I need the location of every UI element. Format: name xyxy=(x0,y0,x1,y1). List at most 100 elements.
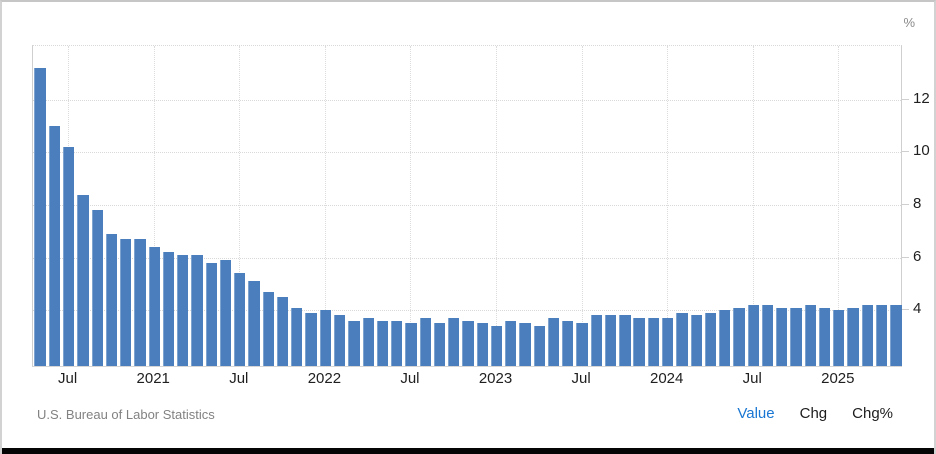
x-axis-tick-label: 2025 xyxy=(821,370,855,387)
bar[interactable] xyxy=(690,315,702,366)
y-axis-tick xyxy=(902,309,909,311)
bar[interactable] xyxy=(219,260,232,366)
bar[interactable] xyxy=(148,247,160,366)
gridline-horizontal xyxy=(33,99,901,101)
bar[interactable] xyxy=(419,318,431,366)
gridline-vertical xyxy=(153,46,155,366)
bar[interactable] xyxy=(376,320,389,366)
bar[interactable] xyxy=(362,318,374,366)
bar[interactable] xyxy=(875,304,888,366)
x-axis-tick-label: 2023 xyxy=(478,370,513,387)
bar[interactable] xyxy=(291,307,303,366)
bar[interactable] xyxy=(704,312,717,366)
gridline-vertical xyxy=(324,46,326,366)
bar[interactable] xyxy=(405,323,417,366)
bar[interactable] xyxy=(48,126,61,366)
bar[interactable] xyxy=(662,318,674,366)
gridline-vertical xyxy=(838,46,840,366)
gridline-horizontal xyxy=(33,310,901,312)
bar[interactable] xyxy=(305,312,317,366)
bar[interactable] xyxy=(448,318,460,366)
bar[interactable] xyxy=(847,307,859,366)
value-link[interactable]: Value xyxy=(737,405,775,422)
x-axis-tick-label: 2021 xyxy=(136,370,170,387)
bar[interactable] xyxy=(861,304,873,366)
bar[interactable] xyxy=(391,320,403,366)
bar[interactable] xyxy=(177,254,189,366)
bar[interactable] xyxy=(890,304,902,366)
chg-link[interactable]: Chg xyxy=(799,405,828,422)
y-axis-unit-label: % xyxy=(903,15,915,30)
y-axis-tick xyxy=(902,98,909,100)
bar[interactable] xyxy=(604,315,617,366)
bar[interactable] xyxy=(833,310,845,366)
gridline-vertical xyxy=(410,46,412,366)
gridline-horizontal xyxy=(33,257,901,259)
bar[interactable] xyxy=(576,323,588,366)
bar[interactable] xyxy=(519,323,531,366)
bar[interactable] xyxy=(205,262,217,366)
bar[interactable] xyxy=(348,320,360,366)
y-axis-tick-label: 12 xyxy=(913,89,930,107)
bar[interactable] xyxy=(761,304,774,366)
gridline-vertical xyxy=(581,46,583,366)
gridline-vertical xyxy=(496,46,498,366)
bar[interactable] xyxy=(333,315,346,366)
bar[interactable] xyxy=(790,307,802,366)
bar[interactable] xyxy=(91,210,103,366)
bar[interactable] xyxy=(633,318,645,366)
bar[interactable] xyxy=(162,252,175,366)
bar[interactable] xyxy=(490,325,503,366)
bar[interactable] xyxy=(676,312,688,366)
bar[interactable] xyxy=(533,325,545,366)
bar[interactable] xyxy=(619,315,631,366)
bar[interactable] xyxy=(804,304,816,366)
bar[interactable] xyxy=(191,254,203,366)
y-axis-tick xyxy=(902,256,909,258)
bar[interactable] xyxy=(234,273,246,366)
x-axis-tick-label: Jul xyxy=(571,370,591,387)
bar[interactable] xyxy=(733,307,745,366)
bar[interactable] xyxy=(120,239,132,366)
x-axis-tick-label: Jul xyxy=(229,370,249,387)
bar[interactable] xyxy=(63,147,75,366)
y-axis-tick-label: 8 xyxy=(913,195,922,213)
y-axis-tick xyxy=(902,151,909,153)
x-axis-tick-label: 2022 xyxy=(307,370,342,387)
plot-area xyxy=(32,45,902,367)
gridline-horizontal xyxy=(33,205,901,207)
bar[interactable] xyxy=(105,233,118,366)
gridline-vertical xyxy=(752,46,754,366)
x-axis-tick-label: Jul xyxy=(58,370,78,387)
x-axis-tick-label: Jul xyxy=(742,370,762,387)
source-text: U.S. Bureau of Labor Statistics xyxy=(37,407,215,422)
bar[interactable] xyxy=(647,318,660,366)
y-axis-tick-label: 10 xyxy=(913,142,930,160)
y-axis-tick-label: 6 xyxy=(913,247,922,265)
chgpct-link[interactable]: Chg% xyxy=(852,405,893,422)
bar[interactable] xyxy=(262,291,274,366)
bar[interactable] xyxy=(77,194,89,366)
bar[interactable] xyxy=(590,315,602,366)
bar[interactable] xyxy=(319,310,332,366)
bar[interactable] xyxy=(547,318,560,366)
x-axis-tick-label: 2024 xyxy=(649,370,684,387)
y-axis-tick xyxy=(902,204,909,206)
bar[interactable] xyxy=(818,307,831,366)
bar[interactable] xyxy=(433,323,446,366)
bar[interactable] xyxy=(505,320,517,366)
bar[interactable] xyxy=(248,281,260,366)
bar[interactable] xyxy=(476,323,488,366)
bar[interactable] xyxy=(462,320,474,366)
bar[interactable] xyxy=(747,304,759,366)
bar[interactable] xyxy=(562,320,574,366)
gridline-vertical xyxy=(239,46,241,366)
gridline-vertical xyxy=(667,46,669,366)
bar[interactable] xyxy=(34,68,46,366)
x-axis-tick-label: Jul xyxy=(400,370,420,387)
bar[interactable] xyxy=(719,310,731,366)
bar[interactable] xyxy=(134,239,146,366)
bar[interactable] xyxy=(276,297,289,366)
bar[interactable] xyxy=(776,307,788,366)
